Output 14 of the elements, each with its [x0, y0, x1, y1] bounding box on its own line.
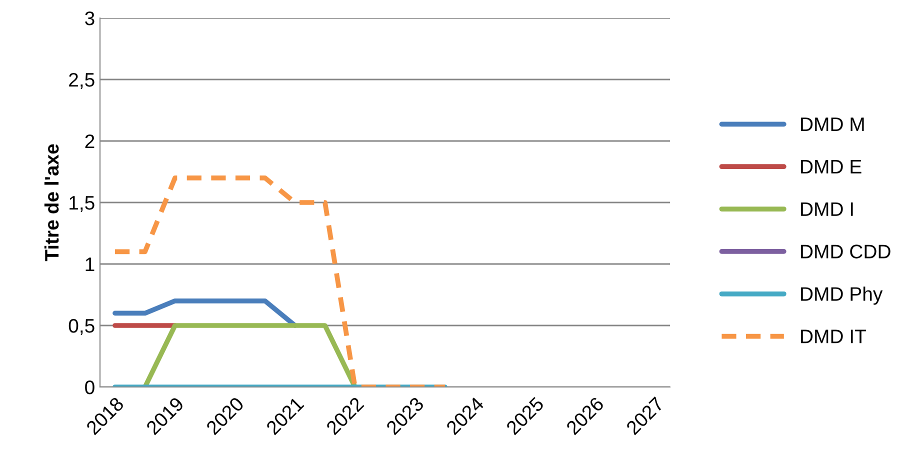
y-axis-title: Titre de l'axe	[44, 144, 59, 262]
legend-label: DMD IT	[801, 330, 866, 344]
legend-label: DMD E	[801, 160, 862, 174]
y-tick-label: 1	[86, 258, 94, 272]
legend-label: DMD I	[801, 202, 853, 216]
y-tick-label: 2	[85, 134, 94, 148]
y-tick-label: 3	[85, 11, 94, 26]
y-tick-label: 0	[85, 380, 94, 394]
y-tick-label: 1,5	[70, 196, 94, 212]
legend-label: DMD CDD	[801, 244, 890, 258]
y-tick-label: 2,5	[69, 72, 94, 90]
legend-label: DMD M	[801, 118, 864, 131]
legend-label: DMD Phy	[801, 286, 883, 305]
y-tick-label: 0,5	[68, 318, 94, 336]
